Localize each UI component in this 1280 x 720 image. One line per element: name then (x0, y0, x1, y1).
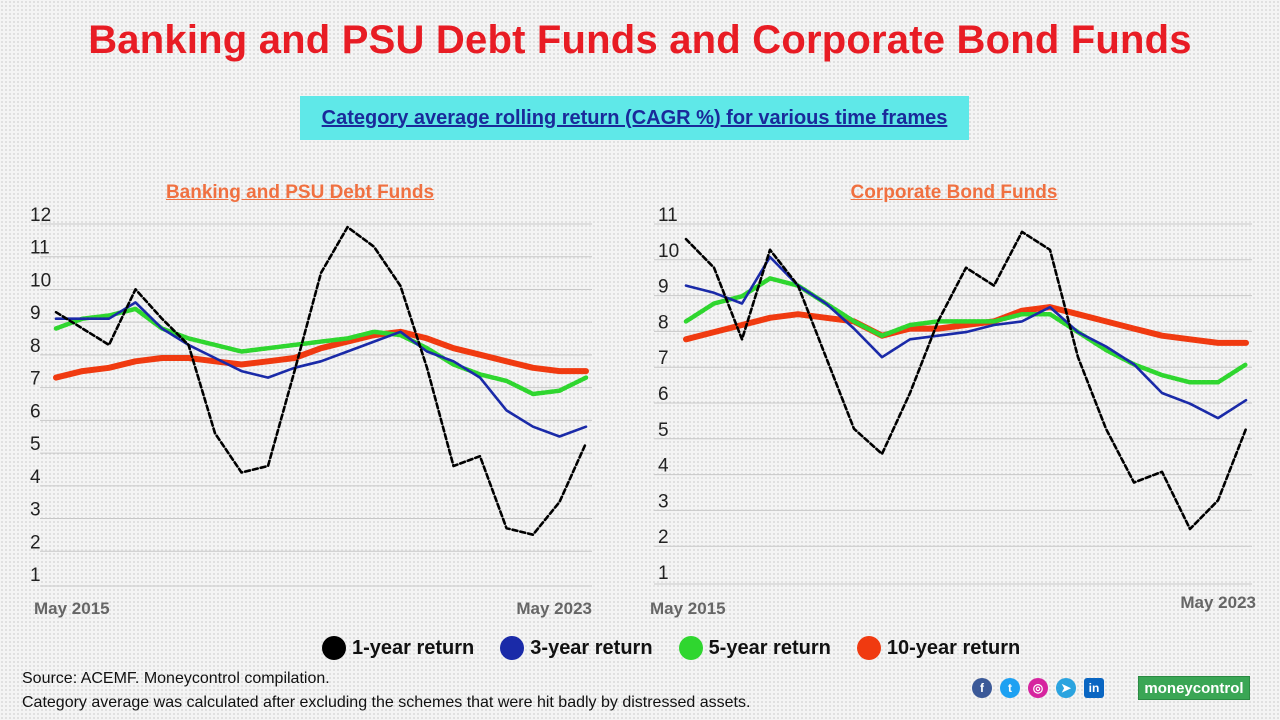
legend-dot-5yr (678, 636, 703, 660)
series-line-10-year-return (53, 328, 589, 381)
legend-label-3yr: 3-year return (530, 636, 653, 659)
legend-dot-10yr (856, 636, 881, 660)
y-tick-label: 8 (30, 336, 41, 357)
telegram-icon[interactable]: ➤ (1056, 678, 1076, 698)
legend-item-1yr: 1-year return (322, 636, 474, 660)
y-tick-label: 7 (30, 369, 41, 390)
y-tick-label: 7 (658, 348, 669, 369)
y-tick-label: 4 (658, 456, 669, 477)
footer-note: Category average was calculated after ex… (22, 694, 751, 711)
x-end-label: May 2023 (1180, 593, 1256, 612)
series-line-5-year-return (683, 276, 1249, 385)
y-tick-label: 2 (658, 527, 669, 548)
series-line-10-year-return (683, 304, 1249, 346)
legend-dot-1yr (322, 636, 346, 660)
legend-dot-3yr (500, 636, 525, 660)
series-line-1-year-return (54, 225, 588, 536)
legend-label-1yr: 1-year return (352, 636, 475, 659)
series-line-3-year-return (684, 255, 1248, 420)
y-tick-label: 5 (658, 420, 669, 441)
legend-label-10yr: 10-year return (886, 636, 1021, 659)
footer-source: Source: ACEMF. Moneycontrol compilation. (22, 670, 330, 687)
legend-item-10yr: 10-year return (856, 636, 1021, 660)
y-tick-label: 4 (30, 467, 41, 488)
facebook-icon[interactable]: f (972, 678, 992, 698)
y-tick-label: 5 (30, 434, 41, 455)
x-start-label: May 2015 (650, 599, 726, 618)
twitter-icon[interactable]: t (1000, 678, 1020, 698)
y-tick-label: 6 (30, 401, 41, 422)
legend-item-5yr: 5-year return (678, 636, 831, 660)
y-tick-label: 3 (30, 500, 41, 521)
series-line-5-year-return (53, 306, 589, 397)
moneycontrol-logo[interactable]: moneycontrol (1138, 676, 1250, 700)
chart-title-corporate-bond: Corporate Bond Funds (850, 182, 1058, 203)
page-title: Banking and PSU Debt Funds and Corporate… (88, 18, 1192, 62)
subtitle-text: Category average rolling return (CAGR %)… (321, 106, 948, 129)
y-tick-label: 1 (658, 563, 669, 584)
y-tick-label: 6 (658, 384, 669, 405)
y-tick-label: 10 (30, 270, 51, 291)
y-tick-label: 10 (658, 241, 679, 262)
x-end-label: May 2023 (516, 599, 592, 618)
chart-title-banking-psu: Banking and PSU Debt Funds (165, 182, 435, 203)
series-line-1-year-return (684, 230, 1248, 531)
y-tick-label: 3 (658, 491, 669, 512)
linkedin-icon[interactable]: in (1084, 678, 1104, 698)
x-start-label: May 2015 (34, 599, 110, 618)
y-tick-label: 11 (658, 205, 678, 226)
y-tick-label: 9 (658, 277, 669, 298)
y-tick-label: 8 (658, 312, 669, 333)
subtitle-banner: Category average rolling return (CAGR %)… (300, 96, 969, 140)
legend-item-3yr: 3-year return (500, 636, 653, 660)
y-tick-label: 12 (30, 205, 51, 226)
y-tick-label: 1 (30, 565, 41, 586)
social-icons: f t ◎ ➤ in (972, 678, 1104, 698)
legend: 1-year return 3-year return 5-year retur… (322, 636, 1020, 660)
y-tick-label: 11 (30, 238, 50, 259)
legend-label-5yr: 5-year return (708, 636, 831, 659)
y-tick-label: 2 (30, 532, 41, 553)
instagram-icon[interactable]: ◎ (1028, 678, 1048, 698)
series-line-3-year-return (54, 301, 588, 438)
y-tick-label: 9 (30, 303, 41, 324)
corporate-bond-chart: 1 2 3 4 5 6 7 8 9 10 11 May 2015 May 2023 (650, 205, 1256, 618)
